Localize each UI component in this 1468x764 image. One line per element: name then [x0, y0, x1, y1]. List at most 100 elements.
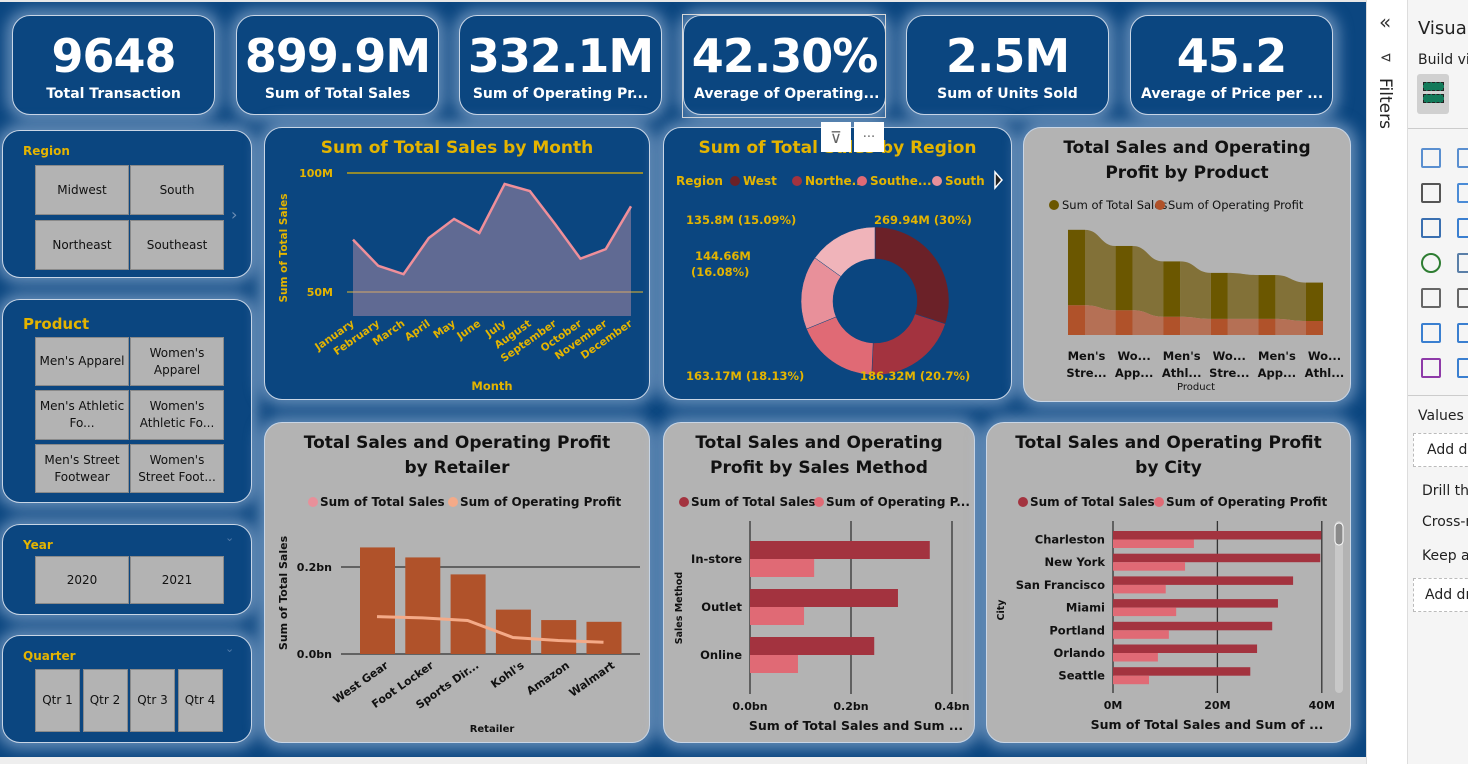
- kpi-card[interactable]: 899.9M Sum of Total Sales: [236, 15, 439, 115]
- kpi-label: Sum of Units Sold: [937, 86, 1078, 102]
- year-option-2021[interactable]: 2021: [130, 556, 224, 604]
- sales-ribbon: [1227, 272, 1259, 319]
- x-tick-label: Amazon: [524, 659, 572, 698]
- scrollbar-thumb[interactable]: [1334, 522, 1344, 546]
- legend-title: Region: [676, 174, 723, 188]
- kpi-card[interactable]: 2.5M Sum of Units Sold: [906, 15, 1109, 115]
- funnel-icon[interactable]: [1457, 218, 1468, 238]
- sales-bar: [1113, 531, 1322, 540]
- product-option[interactable]: Women's Athletic Fo...: [130, 390, 224, 440]
- y-tick-label: Orlando: [1054, 646, 1106, 660]
- region-option-northeast[interactable]: Northeast: [35, 220, 129, 270]
- region-option-midwest[interactable]: Midwest: [35, 165, 129, 215]
- kpi-card[interactable]: 45.2 Average of Price per ...: [1130, 15, 1333, 115]
- year-slicer[interactable]: Year ⌄ 2020 2021: [2, 524, 252, 615]
- smart-narrative-icon[interactable]: [1457, 358, 1468, 378]
- filter-icon[interactable]: ⊽: [821, 122, 851, 152]
- profit-bar: [1113, 630, 1169, 639]
- line-chart-icon[interactable]: [1421, 183, 1441, 203]
- chevron-right-icon[interactable]: ›: [231, 205, 238, 224]
- product-slicer[interactable]: Product Men's Apparel Women's Apparel Me…: [2, 299, 252, 503]
- legend-item: South: [945, 174, 985, 188]
- sales-ribbon: [1132, 245, 1164, 317]
- keep-all-filters-toggle[interactable]: Keep a: [1422, 548, 1468, 564]
- sales-by-month-chart[interactable]: Sum of Total Sales by Month 100M 50M Janua…: [264, 127, 650, 400]
- legend-item: Sum of Operating Profit: [1166, 495, 1327, 509]
- slicer-icon[interactable]: [1421, 288, 1441, 308]
- profit-ribbon: [1180, 316, 1211, 335]
- build-visual-tab[interactable]: [1417, 74, 1449, 114]
- y-tick-label: Portland: [1049, 623, 1105, 637]
- scrollbar-track: [1335, 521, 1343, 693]
- table-icon[interactable]: [1457, 288, 1468, 308]
- ribbon-chart-icon[interactable]: [1421, 218, 1441, 238]
- kpi-value: 2.5M: [945, 29, 1070, 83]
- collapse-icon[interactable]: «: [1379, 10, 1392, 34]
- chart-title: Total Sales and Operating Profit by Reta…: [303, 433, 611, 478]
- kpi-card[interactable]: 42.30% Average of Operating...: [683, 15, 886, 115]
- legend-marker: [308, 497, 318, 507]
- sales-by-region-chart[interactable]: Sum of Total Sales by Region RegionWestN…: [663, 122, 1012, 400]
- drill-through-label: Drill th: [1422, 483, 1468, 499]
- region-option-southeast[interactable]: Southeast: [130, 220, 224, 270]
- sales-profit-by-retailer-chart[interactable]: Total Sales and Operating Profit by Reta…: [264, 422, 650, 743]
- stacked-bar-icon[interactable]: [1421, 148, 1441, 168]
- profit-bar: [1113, 675, 1150, 685]
- sales-bar: [750, 589, 898, 607]
- region-slicer[interactable]: Region Midwest South Northeast Southeast…: [2, 130, 252, 278]
- filled-map-icon[interactable]: [1457, 253, 1468, 273]
- filters-pane-collapsed[interactable]: « ⊲ Filters: [1366, 0, 1408, 764]
- quarter-option[interactable]: Qtr 1: [35, 669, 80, 732]
- add-drill-through-field[interactable]: Add dr: [1413, 578, 1468, 612]
- report-canvas: 9648 Total Transaction 899.9M Sum of Total …: [0, 2, 1366, 757]
- product-option[interactable]: Men's Street Footwear: [35, 444, 129, 493]
- legend-marker: [1155, 200, 1165, 210]
- legend-marker: [1154, 497, 1164, 507]
- product-option[interactable]: Men's Apparel: [35, 337, 129, 386]
- region-option-south[interactable]: South: [130, 165, 224, 215]
- globe-map-icon[interactable]: [1421, 253, 1441, 273]
- quarter-slicer[interactable]: Quarter ⌄ Qtr 1 Qtr 2 Qtr 3 Qtr 4: [2, 635, 252, 743]
- product-option[interactable]: Women's Apparel: [130, 337, 224, 386]
- chevron-down-icon[interactable]: ⌄: [225, 531, 235, 544]
- stacked-column-icon[interactable]: [1457, 148, 1468, 168]
- year-option-2020[interactable]: 2020: [35, 556, 129, 604]
- donut-slice: [874, 226, 950, 325]
- profit-bar: [1113, 539, 1194, 548]
- page-tabs-bar: [0, 757, 1366, 764]
- y-tick-label: Online: [700, 648, 742, 662]
- kpi-card[interactable]: 332.1M Sum of Operating Pr...: [459, 15, 662, 115]
- region-slicer-title: Region: [23, 144, 70, 158]
- legend-item: Sum of Total Sales: [691, 495, 816, 509]
- kpi-card[interactable]: 9648 Total Transaction: [12, 15, 215, 115]
- decomposition-tree-icon[interactable]: [1421, 323, 1441, 343]
- more-options-icon[interactable]: ···: [854, 122, 884, 152]
- x-tick-label: May: [431, 318, 458, 342]
- y-tick-label: Miami: [1066, 601, 1105, 615]
- sales-profit-by-city-chart[interactable]: Total Sales and Operating Profit by City…: [986, 422, 1351, 743]
- qa-icon[interactable]: [1457, 323, 1468, 343]
- cross-report-toggle[interactable]: Cross-r: [1422, 514, 1468, 530]
- product-option[interactable]: Men's Athletic Fo...: [35, 390, 129, 440]
- power-apps-icon[interactable]: [1421, 358, 1441, 378]
- legend-next-icon: [994, 170, 1003, 190]
- sales-bar: [1113, 576, 1294, 585]
- product-option[interactable]: Women's Street Foot...: [130, 444, 224, 493]
- data-label: 186.32M (20.7%): [860, 369, 970, 383]
- profit-bar: [1258, 318, 1276, 335]
- data-label: 144.66M (16.08%): [691, 249, 751, 279]
- donut-slice: [871, 313, 946, 376]
- quarter-option[interactable]: Qtr 3: [130, 669, 175, 732]
- profit-bar: [1113, 584, 1166, 594]
- sales-profit-by-method-chart[interactable]: Total Sales and Operating Profit by Sale…: [663, 422, 975, 743]
- sales-bar: [1068, 229, 1085, 306]
- sales-profit-by-product-chart[interactable]: Total Sales and Operating Profit by Prod…: [1023, 127, 1351, 402]
- x-tick-label: 0.2bn: [833, 700, 868, 713]
- area-chart-icon[interactable]: [1457, 183, 1468, 203]
- quarter-option[interactable]: Qtr 4: [177, 669, 223, 732]
- filters-label[interactable]: Filters: [1375, 78, 1395, 129]
- quarter-option[interactable]: Qtr 2: [82, 669, 128, 732]
- chevron-down-icon[interactable]: ⌄: [225, 642, 235, 655]
- add-data-field[interactable]: Add d: [1413, 433, 1468, 467]
- kpi-value: 9648: [51, 29, 176, 83]
